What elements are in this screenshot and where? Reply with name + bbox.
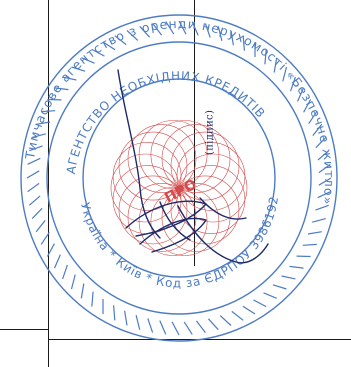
seal-rope-segment — [35, 220, 46, 233]
seal-rope-segment — [242, 305, 256, 315]
seal-guilloche-loop — [161, 124, 231, 193]
seal-rope-segment — [32, 133, 46, 138]
seal-rope-segment — [124, 310, 128, 326]
seal-rope-segment — [318, 163, 331, 174]
seal-inner-top-text: АГЕНТСТВО НЕОБХІДНИХ КРЕДИТІВ — [64, 69, 267, 175]
seal-rope-segment — [91, 48, 105, 57]
seal-rope-segment — [302, 243, 317, 246]
seal-rope-segment — [273, 57, 278, 73]
seal-rope-segment — [147, 318, 154, 333]
seal-rope-segment — [126, 30, 139, 41]
company-seal: Тимчасове агентство з оренди нерухомості… — [18, 8, 338, 342]
seal-rope-segment — [195, 320, 206, 333]
seal-rope-segment — [217, 26, 223, 42]
seal-rope-segment — [219, 315, 232, 326]
seal-rope-segment — [114, 35, 127, 46]
svg-text:Тимчасове агентство з оренди н: Тимчасове агентство з оренди нерухомості… — [22, 16, 337, 207]
seal-rope-segment — [317, 150, 330, 161]
seal-rope-segment — [40, 231, 50, 245]
seal-rope-segment — [62, 76, 77, 81]
seal-ring — [46, 41, 312, 315]
seal-rope-segment — [315, 204, 329, 211]
seal-rope-segment — [165, 21, 175, 35]
seal-rope-segment — [36, 121, 51, 125]
seal-rope-segment — [113, 305, 116, 321]
seal-rope-segment — [80, 283, 85, 299]
seal-rope-segment — [102, 41, 116, 51]
seal-rope-segment — [28, 195, 41, 206]
seal-rope-segment — [152, 23, 163, 36]
seal-rope-segment — [281, 275, 296, 280]
seal-rope-segment — [303, 99, 312, 113]
seal-rope-segment — [312, 123, 323, 136]
signature-caption: (підпис) — [204, 109, 216, 155]
seal-rope-segment — [312, 218, 326, 223]
seal-rope-segment — [29, 145, 43, 152]
seal-inner-bottom-text: Україна * Київ * Код за ЄДРПОУ 39861921 — [18, 8, 280, 290]
seal-rope-segment — [139, 25, 151, 38]
seal-rope-segment — [31, 207, 43, 220]
seal-rope-segment — [308, 111, 318, 125]
seal-rope-segment — [135, 314, 141, 330]
table-border-vertical — [48, 0, 49, 367]
seal-rope-segment — [253, 299, 267, 308]
seal-ring — [20, 14, 338, 342]
table-border-vertical — [194, 0, 195, 266]
seal-rope-segment — [183, 321, 193, 335]
seal-rope-segment — [282, 66, 288, 82]
seal-rope-segment — [159, 320, 167, 335]
seal-rope-segment — [70, 274, 76, 290]
seal-rope-segment — [263, 292, 277, 299]
seal-rope-segment — [290, 76, 296, 92]
seal-rope-segment — [46, 243, 55, 257]
seal-rope-segment — [27, 157, 41, 165]
seal-rope-segment — [204, 23, 211, 38]
seal-rope-segment — [289, 265, 304, 269]
seal-rope-segment — [231, 310, 244, 321]
seal-rope-segment — [297, 87, 305, 102]
seal-outer-text: Тимчасове агентство з оренди нерухомості… — [22, 16, 336, 207]
seal-rope-segment — [178, 20, 187, 35]
seal-rope-segment — [54, 87, 69, 91]
table-border-horizontal — [0, 329, 48, 330]
seal-rope-segment — [91, 291, 94, 307]
seal-rope-segment — [26, 170, 40, 179]
seal-rope-segment — [242, 35, 245, 51]
seal-rope-segment — [272, 284, 287, 290]
seal-rope-segment — [264, 49, 267, 65]
seal-rope-segment — [41, 110, 56, 113]
seal-rope-segment — [81, 57, 95, 64]
seal-rope-segment — [315, 136, 327, 149]
svg-text:АГЕНТСТВО НЕОБХІДНИХ КРЕДИТІВ: АГЕНТСТВО НЕОБХІДНИХ КРЕДИТІВ — [64, 69, 268, 175]
seal-rope-segment — [171, 321, 180, 336]
seal-rope-segment — [318, 177, 332, 186]
seal-rope-segment — [27, 182, 40, 193]
seal-rope-segment — [62, 264, 68, 280]
svg-text:Україна * Київ * Код за ЄДРПОУ: Україна * Київ * Код за ЄДРПОУ 39861921 — [18, 8, 281, 290]
seal-ring — [82, 78, 276, 278]
seal-rope-segment — [317, 191, 331, 199]
seal-rope-segment — [207, 318, 219, 331]
seal-rope-segment — [53, 254, 61, 269]
seal-rope-segment — [71, 66, 86, 72]
seal-rope-segment — [307, 231, 322, 235]
seal-rope-segment — [230, 30, 234, 46]
seal-rope-segment — [191, 21, 199, 36]
